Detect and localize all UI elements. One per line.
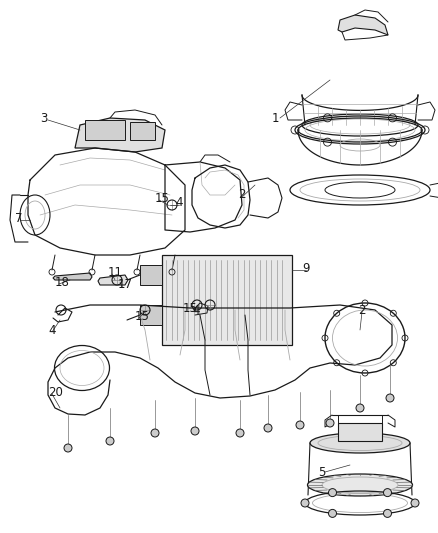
Polygon shape: [75, 118, 165, 152]
Circle shape: [386, 394, 394, 402]
Text: 20: 20: [48, 385, 63, 399]
Ellipse shape: [310, 433, 410, 453]
Circle shape: [264, 424, 272, 432]
Circle shape: [411, 499, 419, 507]
Bar: [140, 305, 162, 325]
Text: 11: 11: [108, 265, 123, 279]
Circle shape: [326, 419, 334, 427]
Bar: [130, 122, 155, 140]
Text: 15: 15: [155, 191, 170, 205]
Text: 5: 5: [318, 465, 325, 479]
Circle shape: [328, 510, 336, 518]
Circle shape: [384, 510, 392, 518]
Bar: [338, 423, 382, 441]
Bar: [85, 120, 125, 140]
Circle shape: [356, 404, 364, 412]
Circle shape: [151, 429, 159, 437]
Polygon shape: [53, 273, 92, 280]
Ellipse shape: [307, 474, 413, 496]
Bar: [140, 265, 162, 285]
Polygon shape: [338, 15, 388, 35]
Circle shape: [301, 499, 309, 507]
Text: 4: 4: [192, 303, 199, 317]
Text: 4: 4: [48, 324, 56, 336]
Text: 4: 4: [175, 197, 183, 209]
Text: 15: 15: [183, 302, 198, 314]
Polygon shape: [98, 275, 128, 285]
Bar: [162, 255, 292, 345]
Circle shape: [384, 489, 392, 497]
Circle shape: [64, 444, 72, 452]
Circle shape: [328, 489, 336, 497]
Text: 9: 9: [302, 262, 310, 274]
Circle shape: [236, 429, 244, 437]
Text: 18: 18: [55, 276, 70, 288]
Text: 2: 2: [358, 303, 365, 317]
Text: 2: 2: [238, 189, 246, 201]
Circle shape: [106, 437, 114, 445]
Circle shape: [191, 427, 199, 435]
Text: 7: 7: [15, 212, 22, 224]
Text: 17: 17: [118, 279, 133, 292]
Text: 3: 3: [40, 111, 47, 125]
Text: 1: 1: [272, 111, 279, 125]
Circle shape: [296, 421, 304, 429]
Text: 15: 15: [135, 310, 150, 322]
